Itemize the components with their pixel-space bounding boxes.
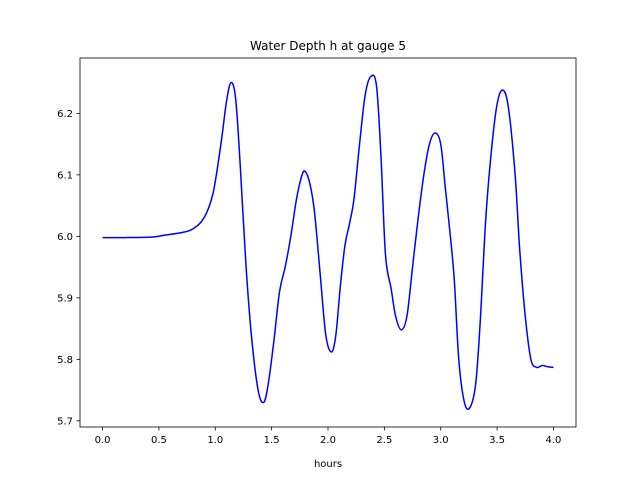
x-tick-label: 2.0 (320, 435, 336, 446)
axis-ticks: 0.0 0.5 1.0 1.5 2.0 2.5 3.0 3.5 4.0 5.7 5.8 5.9 6.0 6… (57, 109, 561, 446)
x-tick-label: 1.5 (264, 435, 280, 446)
y-tick-label: 6.0 (57, 232, 73, 243)
x-tick-label: 3.0 (433, 435, 449, 446)
y-tick-label: 6.2 (57, 109, 73, 120)
x-axis-label: hours (314, 459, 342, 470)
x-tick-label: 0.0 (95, 435, 111, 446)
y-tick-label: 5.7 (57, 416, 73, 427)
y-tick-label: 6.1 (57, 170, 73, 181)
chart-title: Water Depth h at gauge 5 (250, 39, 406, 53)
x-tick-label: 3.5 (489, 435, 505, 446)
x-tick-label: 4.0 (546, 435, 562, 446)
series-line (102, 74, 554, 410)
x-tick-label: 0.5 (151, 435, 167, 446)
y-tick-label: 5.8 (57, 355, 73, 366)
plot-area (80, 58, 576, 427)
x-tick-label: 2.5 (376, 435, 392, 446)
x-tick-label: 1.0 (207, 435, 223, 446)
y-tick-label: 5.9 (57, 293, 73, 304)
plot-frame (79, 57, 577, 428)
